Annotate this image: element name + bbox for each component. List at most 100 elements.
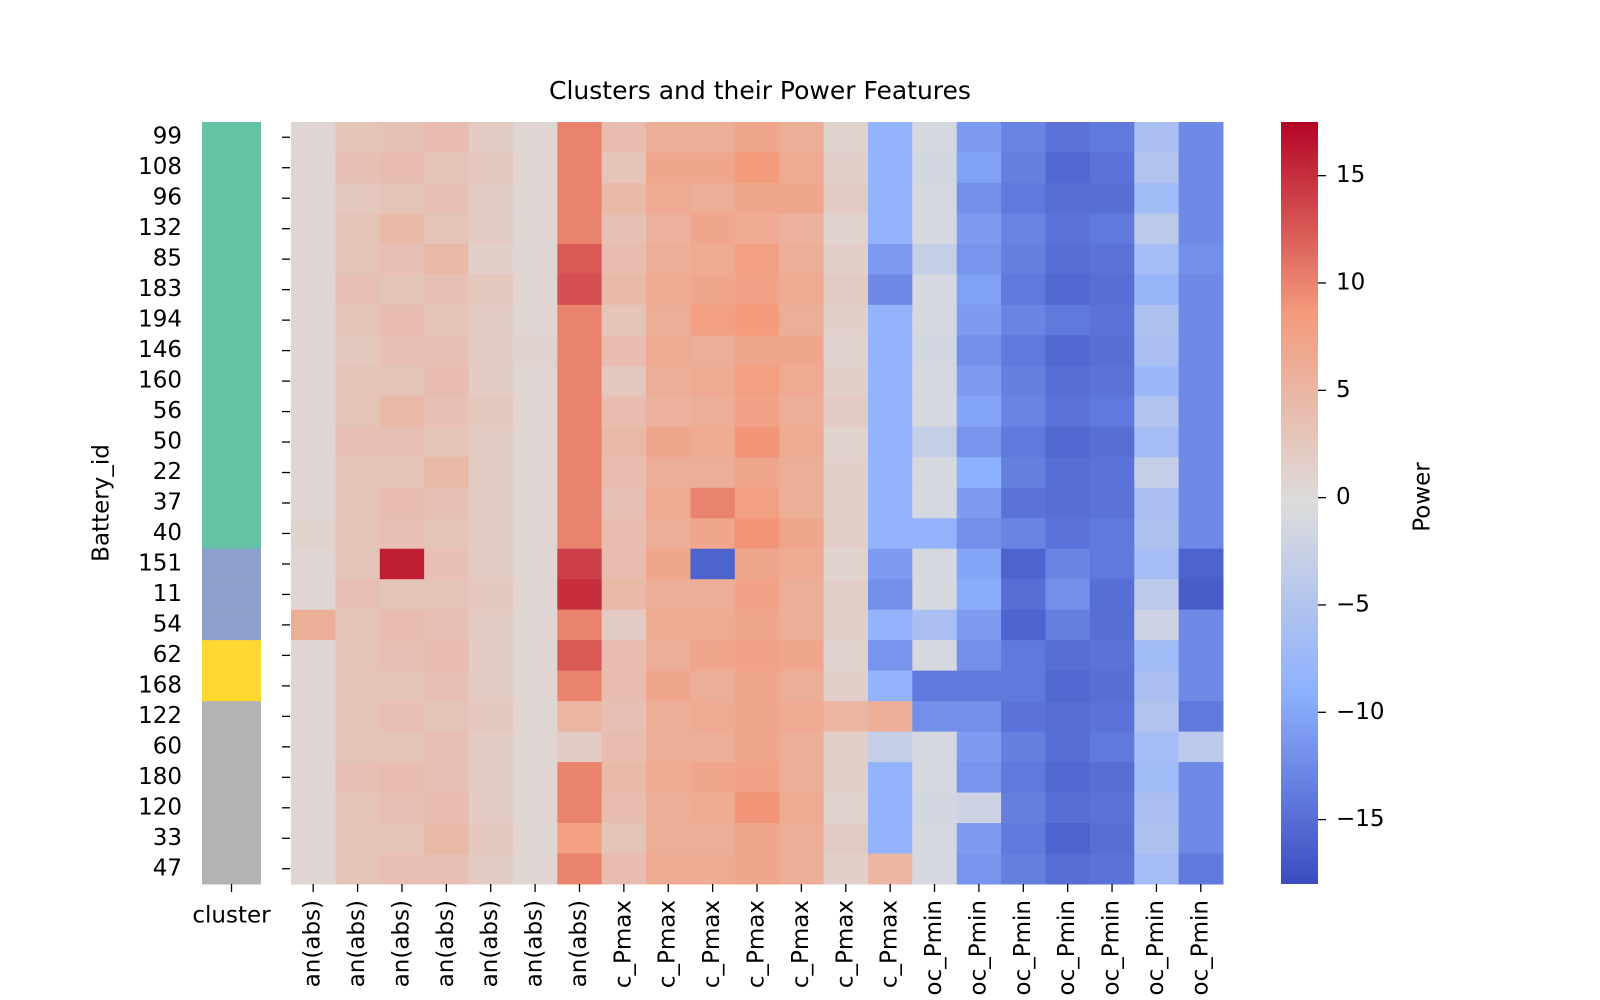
heatmap-cell xyxy=(1089,426,1135,458)
heatmap-cell xyxy=(690,548,736,580)
y-tick-label: 62 xyxy=(153,642,182,668)
y-tick-label: 33 xyxy=(153,825,182,851)
heatmap-cell xyxy=(512,762,558,794)
heatmap-cell xyxy=(779,670,825,702)
heatmap-cell xyxy=(512,487,558,519)
heatmap-cell xyxy=(912,792,958,824)
heatmap-cell xyxy=(557,426,603,458)
heatmap-cell xyxy=(468,609,514,641)
heatmap-cell xyxy=(1134,304,1180,336)
heatmap-cell xyxy=(512,243,558,275)
heatmap-cell xyxy=(1089,457,1135,489)
heatmap-cell xyxy=(1134,487,1180,519)
heatmap-cell xyxy=(379,792,425,824)
cluster-cell xyxy=(202,823,261,855)
heatmap-cell xyxy=(1178,122,1224,153)
heatmap-cell xyxy=(335,122,381,153)
heatmap-cell xyxy=(1045,487,1091,519)
cluster-cell xyxy=(202,182,261,214)
heatmap-cell xyxy=(468,243,514,275)
heatmap-cell xyxy=(424,396,470,428)
heatmap-cell xyxy=(867,548,913,580)
heatmap-cell xyxy=(823,579,869,611)
heatmap-cell xyxy=(379,670,425,702)
y-tick-label: 96 xyxy=(153,185,182,211)
heatmap-cell xyxy=(1089,548,1135,580)
heatmap-cell xyxy=(291,670,336,702)
heatmap-cell xyxy=(823,518,869,550)
heatmap-cell xyxy=(512,365,558,397)
heatmap-cell xyxy=(690,243,736,275)
heatmap-cell xyxy=(867,701,913,733)
heatmap-cell xyxy=(512,670,558,702)
heatmap-cell xyxy=(557,701,603,733)
heatmap-cell xyxy=(335,518,381,550)
heatmap-cell xyxy=(557,609,603,641)
x-tick-label: c_Pmax xyxy=(655,900,681,988)
x-tick-label: oc_Pmin xyxy=(921,900,947,995)
heatmap-cell xyxy=(601,640,647,672)
y-tick-label: 60 xyxy=(153,733,182,759)
heatmap-cell xyxy=(1089,609,1135,641)
heatmap-cell xyxy=(335,274,381,306)
heatmap-cell xyxy=(823,670,869,702)
heatmap-cell xyxy=(1045,213,1091,245)
y-tick-label: 120 xyxy=(138,794,182,820)
heatmap-cell xyxy=(1134,335,1180,367)
heatmap-cell xyxy=(335,792,381,824)
cluster-cell xyxy=(202,518,261,550)
heatmap-cell xyxy=(557,670,603,702)
heatmap-cell xyxy=(601,274,647,306)
heatmap-cell xyxy=(1001,213,1046,245)
heatmap-cell xyxy=(424,426,470,458)
heatmap-cell xyxy=(1089,579,1135,611)
cluster-cell xyxy=(202,213,261,245)
heatmap-cell xyxy=(291,274,336,306)
heatmap-cell xyxy=(779,365,825,397)
heatmap-cell xyxy=(823,152,869,184)
heatmap-cell xyxy=(1001,396,1046,428)
heatmap-cell xyxy=(1001,823,1046,855)
heatmap-cell xyxy=(379,701,425,733)
heatmap-cell xyxy=(335,182,381,214)
heatmap-cell xyxy=(1001,274,1046,306)
heatmap-cell xyxy=(557,731,603,763)
heatmap-cell xyxy=(734,304,780,336)
heatmap-cell xyxy=(912,335,958,367)
heatmap-cell xyxy=(1001,792,1046,824)
cluster-cell xyxy=(202,152,261,184)
heatmap-cell xyxy=(1178,579,1224,611)
heatmap-cell xyxy=(734,792,780,824)
heatmap-cell xyxy=(1134,579,1180,611)
heatmap-cell xyxy=(867,304,913,336)
heatmap-cell xyxy=(779,243,825,275)
heatmap-cell xyxy=(601,548,647,580)
heatmap-cell xyxy=(1001,335,1046,367)
y-tick-label: 194 xyxy=(138,307,182,333)
heatmap-cell xyxy=(912,396,958,428)
heatmap-cell xyxy=(690,701,736,733)
heatmap-cell xyxy=(956,487,1002,519)
heatmap-cell xyxy=(335,152,381,184)
heatmap-cell xyxy=(646,396,691,428)
heatmap-cell xyxy=(601,518,647,550)
heatmap-cell xyxy=(1178,853,1224,885)
heatmap-cell xyxy=(512,335,558,367)
heatmap-cell xyxy=(734,609,780,641)
heatmap-cell xyxy=(912,609,958,641)
heatmap-cell xyxy=(734,640,780,672)
heatmap-cell xyxy=(424,609,470,641)
heatmap-cell xyxy=(1045,396,1091,428)
heatmap-cell xyxy=(601,579,647,611)
heatmap-cell xyxy=(468,670,514,702)
y-tick-label: 56 xyxy=(153,398,182,424)
heatmap-cell xyxy=(1134,762,1180,794)
heatmap-cell xyxy=(867,731,913,763)
heatmap-cell xyxy=(823,213,869,245)
heatmap-cell xyxy=(468,122,514,153)
heatmap-cell xyxy=(1089,518,1135,550)
heatmap-cell xyxy=(646,487,691,519)
heatmap-cell xyxy=(379,243,425,275)
heatmap-cell xyxy=(424,670,470,702)
